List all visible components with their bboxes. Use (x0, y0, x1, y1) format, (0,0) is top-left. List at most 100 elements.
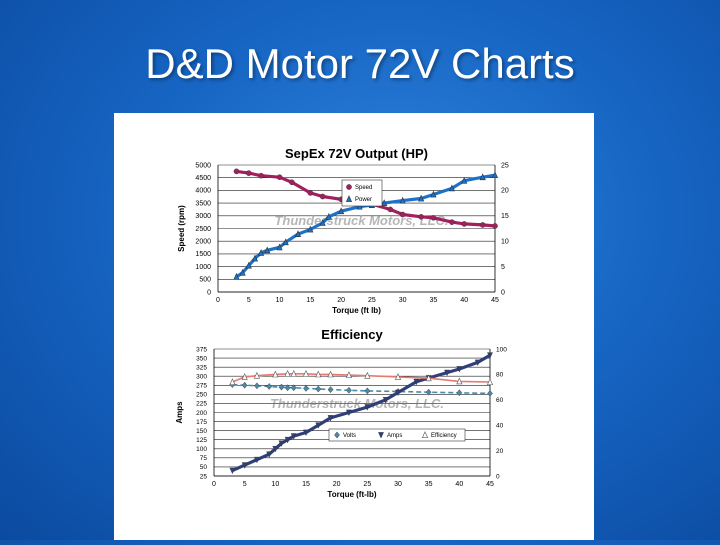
y2-tick-label: 0 (501, 289, 505, 296)
y-axis-label: Speed (rpm) (177, 205, 186, 252)
y-tick-label: 350 (196, 355, 207, 362)
data-point-amps (456, 366, 463, 373)
data-point-volts (278, 383, 285, 391)
x-tick-label: 35 (430, 297, 438, 304)
data-point-amps (290, 433, 297, 440)
data-point-efficiency (229, 378, 236, 385)
y2-tick-label: 0 (496, 473, 500, 480)
data-point-efficiency (394, 373, 402, 380)
y2-tick-label: 80 (496, 372, 504, 379)
legend-label: Amps (387, 433, 402, 439)
data-point-amps (487, 352, 493, 359)
data-point-efficiency (241, 373, 248, 380)
x-tick-label: 0 (212, 481, 216, 488)
y2-tick-label: 15 (501, 213, 509, 220)
y-tick-label: 175 (196, 419, 207, 426)
y-tick-label: 125 (196, 437, 207, 444)
y-tick-label: 25 (200, 473, 208, 480)
data-point-power (307, 225, 314, 233)
watermark: Thunderstruck Motors, LLC. (270, 396, 444, 411)
data-point-amps (272, 445, 279, 453)
data-point-volts (425, 388, 432, 396)
data-point-power (294, 230, 302, 237)
data-point-speed (289, 179, 295, 186)
x-tick-label: 5 (247, 297, 251, 304)
y-tick-label: 2000 (195, 239, 211, 246)
x-tick-label: 40 (460, 297, 468, 304)
data-point-power (399, 196, 406, 204)
data-point-efficiency (290, 369, 297, 377)
legend-marker-power (345, 195, 353, 202)
legend-marker-speed (346, 184, 352, 190)
y-tick-label: 200 (196, 410, 207, 417)
data-point-amps (364, 404, 371, 411)
data-point-volts (346, 386, 352, 394)
data-point-amps (229, 467, 236, 475)
data-point-amps (241, 462, 248, 469)
y2-tick-label: 100 (496, 346, 507, 353)
data-point-power (251, 254, 258, 262)
data-point-speed (449, 219, 455, 225)
y-tick-label: 5000 (195, 162, 211, 169)
data-point-amps (395, 389, 401, 397)
x-tick-label: 25 (368, 297, 376, 304)
data-point-amps (346, 409, 352, 417)
x-axis-label: Torque (ft lb) (332, 306, 381, 315)
data-point-power (430, 190, 437, 198)
x-tick-label: 15 (306, 297, 314, 304)
data-point-speed (258, 172, 264, 179)
x-tick-label: 20 (337, 297, 345, 304)
y-tick-label: 300 (196, 374, 207, 381)
data-point-amps (284, 436, 291, 444)
y-tick-label: 3000 (195, 213, 211, 220)
data-point-power (319, 219, 326, 226)
y-tick-label: 375 (196, 346, 207, 353)
y-tick-label: 325 (196, 364, 207, 371)
data-point-amps (327, 415, 334, 422)
data-point-power (325, 212, 332, 220)
y2-tick-label: 5 (501, 264, 505, 271)
data-point-amps (413, 378, 420, 386)
y2-tick-label: 40 (496, 423, 504, 430)
x-tick-label: 30 (399, 297, 407, 304)
data-point-speed (418, 214, 424, 220)
data-point-speed (479, 222, 486, 228)
data-point-efficiency (253, 371, 260, 379)
data-point-speed (233, 168, 240, 175)
data-point-amps (254, 456, 260, 464)
data-point-power (448, 184, 455, 192)
data-point-efficiency (327, 370, 334, 378)
legend-marker-amps (378, 432, 384, 439)
data-point-power (276, 243, 283, 251)
y-tick-label: 1500 (195, 251, 211, 258)
x-tick-label: 45 (486, 481, 494, 488)
data-point-efficiency (486, 378, 494, 385)
data-point-efficiency (456, 377, 463, 385)
data-point-speed (245, 170, 252, 176)
slide-title: D&D Motor 72V Charts (145, 40, 575, 87)
y-tick-label: 75 (200, 455, 208, 462)
legend-label: Efficiency (431, 433, 457, 439)
data-point-efficiency (345, 371, 352, 378)
y-tick-label: 3500 (195, 200, 211, 207)
x-tick-label: 40 (455, 481, 463, 488)
data-point-power (381, 199, 388, 206)
data-point-power (338, 207, 345, 215)
series-line-efficiency (232, 372, 491, 383)
data-point-power (356, 202, 363, 210)
legend-label: Speed (355, 185, 372, 191)
y2-tick-label: 20 (501, 188, 509, 195)
data-point-amps (266, 451, 273, 458)
data-point-efficiency (284, 369, 291, 377)
data-point-amps (382, 397, 389, 404)
chart-title: Efficiency (321, 327, 383, 342)
x-tick-label: 15 (302, 481, 310, 488)
legend-label: Volts (343, 433, 356, 439)
x-tick-label: 0 (216, 297, 220, 304)
data-point-efficiency (302, 369, 310, 377)
data-point-power (258, 249, 265, 256)
data-point-power (461, 176, 468, 184)
data-point-speed (307, 190, 314, 196)
y2-tick-label: 60 (496, 397, 504, 404)
data-point-efficiency (272, 370, 279, 378)
